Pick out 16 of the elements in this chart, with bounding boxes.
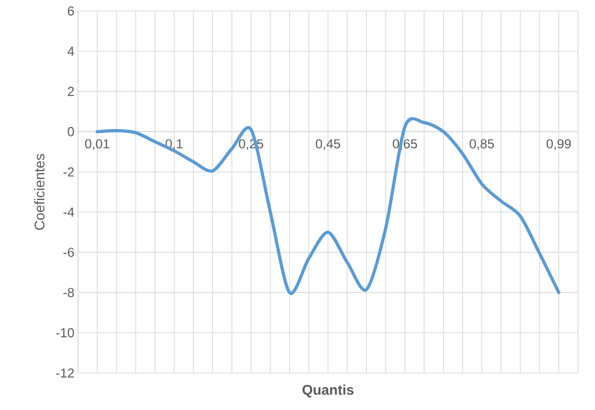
y-tick-label: 0 xyxy=(68,127,74,136)
x-tick-label: 0,85 xyxy=(470,139,494,150)
y-axis-title: Coeficientes xyxy=(34,154,44,230)
y-tick-label: -2 xyxy=(63,167,74,176)
y-tick-label: -12 xyxy=(56,368,74,378)
y-tick-label: 2 xyxy=(68,86,74,96)
x-tick-label: 0,01 xyxy=(85,139,110,150)
x-tick-label: 0,99 xyxy=(546,139,571,150)
x-tick-label: 0,45 xyxy=(316,139,340,150)
y-tick-label: 6 xyxy=(68,6,74,16)
y-tick-label: -4 xyxy=(63,208,74,217)
y-tick-label: -10 xyxy=(56,328,74,338)
y-tick-label: -6 xyxy=(63,248,74,257)
x-axis-title: Quantis xyxy=(302,384,354,398)
y-tick-label: -8 xyxy=(63,288,74,298)
y-tick-label: 4 xyxy=(68,46,74,56)
